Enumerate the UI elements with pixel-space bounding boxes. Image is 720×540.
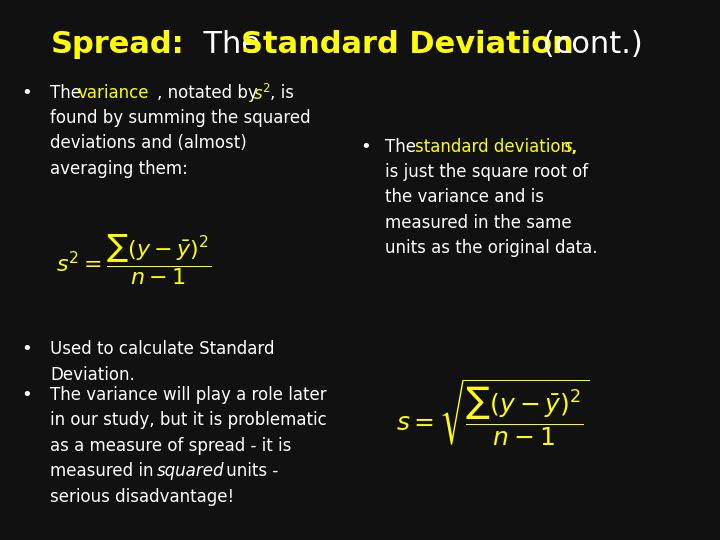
Text: found by summing the squared: found by summing the squared (50, 109, 311, 127)
Text: $s^2$: $s^2$ (253, 84, 271, 104)
Text: $s^2 = \dfrac{\sum(y-\bar{y})^2}{n-1}$: $s^2 = \dfrac{\sum(y-\bar{y})^2}{n-1}$ (55, 232, 211, 287)
Text: The: The (184, 30, 260, 59)
Text: •: • (360, 138, 371, 156)
Text: Spread:: Spread: (50, 30, 184, 59)
Text: units as the original data.: units as the original data. (385, 239, 598, 257)
Text: the variance and is: the variance and is (385, 188, 544, 206)
Text: as a measure of spread - it is: as a measure of spread - it is (50, 437, 292, 455)
Text: •: • (22, 84, 32, 102)
Text: squared: squared (157, 462, 225, 480)
Text: Used to calculate Standard: Used to calculate Standard (50, 340, 275, 358)
Text: (cont.): (cont.) (533, 30, 642, 59)
Text: , is: , is (270, 84, 294, 102)
Text: standard deviation,: standard deviation, (415, 138, 577, 156)
Text: measured in the same: measured in the same (385, 214, 572, 232)
Text: Deviation.: Deviation. (50, 366, 135, 383)
Text: , notated by: , notated by (157, 84, 263, 102)
Text: $s = \sqrt{\dfrac{\sum(y-\bar{y})^2}{n-1}}$: $s = \sqrt{\dfrac{\sum(y-\bar{y})^2}{n-1… (396, 378, 590, 448)
Text: measured in: measured in (50, 462, 159, 480)
Text: units -: units - (221, 462, 279, 480)
Text: is just the square root of: is just the square root of (385, 163, 588, 181)
Text: Standard Deviation: Standard Deviation (241, 30, 574, 59)
Text: The variance will play a role later: The variance will play a role later (50, 386, 327, 404)
Text: deviations and (almost): deviations and (almost) (50, 134, 247, 152)
Text: •: • (22, 386, 32, 404)
Text: •: • (22, 340, 32, 358)
Text: in our study, but it is problematic: in our study, but it is problematic (50, 411, 327, 429)
Text: serious disadvantage!: serious disadvantage! (50, 488, 235, 505)
Text: $s$,: $s$, (558, 138, 577, 156)
Text: The: The (50, 84, 86, 102)
Text: averaging them:: averaging them: (50, 160, 188, 178)
Text: variance: variance (77, 84, 148, 102)
Text: The: The (385, 138, 421, 156)
